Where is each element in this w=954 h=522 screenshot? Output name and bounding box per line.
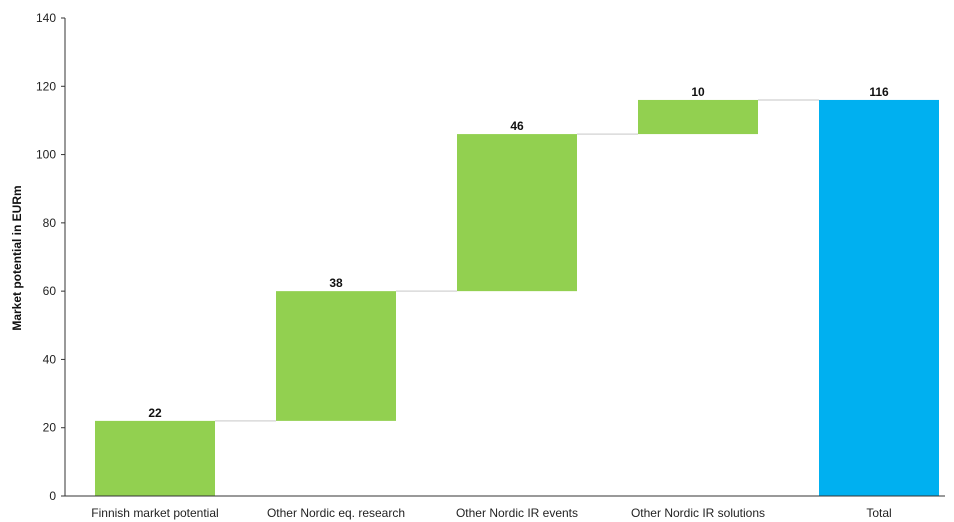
data-label: 116 bbox=[869, 85, 889, 99]
y-tick-label: 100 bbox=[36, 148, 56, 162]
y-axis-ticks: 0 20 40 60 80 100 120 140 bbox=[36, 11, 65, 503]
category-label: Finnish market potential bbox=[91, 506, 218, 520]
connector-lines bbox=[215, 99, 819, 422]
y-tick-label: 40 bbox=[43, 352, 57, 366]
data-label: 10 bbox=[691, 85, 705, 99]
bar-increment bbox=[276, 291, 396, 421]
y-tick-label: 120 bbox=[36, 79, 56, 93]
y-tick-label: 80 bbox=[43, 216, 57, 230]
y-tick-label: 20 bbox=[43, 421, 57, 435]
data-label: 38 bbox=[329, 276, 343, 290]
y-tick-label: 0 bbox=[49, 489, 56, 503]
bar-total bbox=[819, 99, 939, 496]
bars bbox=[95, 99, 939, 496]
data-label: 22 bbox=[148, 406, 162, 420]
y-tick-label: 140 bbox=[36, 11, 56, 25]
bar-increment bbox=[638, 99, 758, 135]
category-label: Total bbox=[866, 506, 891, 520]
y-axis-title: Market potential in EURm bbox=[10, 185, 24, 330]
data-label: 46 bbox=[510, 119, 524, 133]
y-tick-label: 60 bbox=[43, 284, 57, 298]
data-labels: 22 38 46 10 116 bbox=[148, 85, 889, 420]
category-labels: Finnish market potential Other Nordic eq.… bbox=[91, 506, 891, 520]
bar-increment bbox=[457, 134, 577, 292]
category-label: Other Nordic IR solutions bbox=[631, 506, 765, 520]
category-label: Other Nordic eq. research bbox=[267, 506, 405, 520]
category-label: Other Nordic IR events bbox=[456, 506, 578, 520]
bar-increment bbox=[95, 420, 215, 496]
